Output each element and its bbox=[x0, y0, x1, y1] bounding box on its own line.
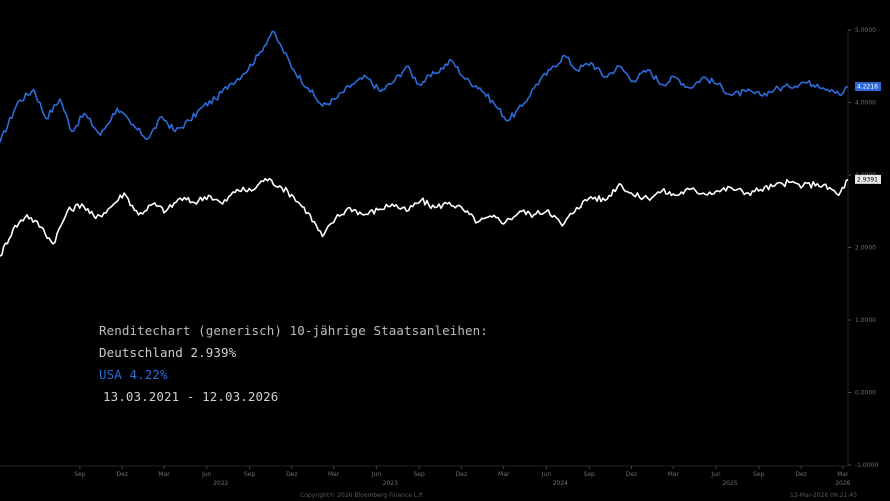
x-tick-label: Sep bbox=[753, 471, 765, 478]
x-tick-label: Dez bbox=[116, 471, 127, 478]
y-tick-label: 1.0000 bbox=[855, 317, 876, 324]
last-value-labels: 4.2216 2.9391 bbox=[855, 82, 881, 184]
x-tick-label: Jun bbox=[201, 471, 212, 478]
x-year-label: 2024 bbox=[553, 480, 568, 487]
x-tick-label: Dez bbox=[626, 471, 637, 478]
last-value-tag-deutschland bbox=[855, 174, 881, 184]
chart-legend: Renditechart (generisch) 10-jährige Staa… bbox=[99, 320, 488, 408]
y-tick-label: 5.0000 bbox=[855, 27, 876, 34]
x-axis: Sep Dez Mar Jun Sep Dez Mar Jun Sep Dez Mar Jun Sep D… bbox=[0, 465, 851, 487]
x-tick-label: Jun bbox=[541, 471, 552, 478]
x-tick-label: Sep bbox=[584, 471, 596, 478]
last-value-label-usa: 4.2216 bbox=[857, 84, 878, 91]
x-tick-label: Jun bbox=[710, 471, 721, 478]
chart-title: Renditechart (generisch) 10-jährige Staa… bbox=[99, 323, 488, 338]
x-tick-label: Mar bbox=[668, 471, 680, 478]
series-layer bbox=[0, 30, 849, 257]
y-tick-label: 2.0000 bbox=[855, 245, 876, 252]
x-year-label: 2023 bbox=[383, 480, 398, 487]
x-tick-label: Mar bbox=[158, 471, 170, 478]
x-year-label: 2026 bbox=[835, 480, 850, 487]
x-year-label: 2025 bbox=[722, 480, 737, 487]
x-tick-label: Jun bbox=[371, 471, 382, 478]
x-year-label: 2022 bbox=[213, 480, 228, 487]
x-tick-label: Mar bbox=[498, 471, 510, 478]
x-tick-label: Mar bbox=[328, 471, 340, 478]
x-tick-label: Mar bbox=[837, 471, 849, 478]
y-tick-label: -1.0000 bbox=[855, 462, 878, 469]
y-tick-label: 0.0000 bbox=[855, 390, 876, 397]
x-tick-label: Sep bbox=[74, 471, 86, 478]
legend-usa: USA 4.22% bbox=[99, 367, 168, 382]
date-range-label: 13.03.2021 - 12.03.2026 bbox=[103, 389, 279, 404]
series-line-usa bbox=[0, 30, 849, 143]
series-line-deutschland bbox=[0, 177, 849, 257]
footer-copyright: Copyright© 2026 Bloomberg Finance L.P. bbox=[300, 492, 424, 499]
legend-deutschland: Deutschland 2.939% bbox=[99, 345, 237, 360]
x-tick-label: Dez bbox=[286, 471, 297, 478]
x-tick-label: Sep bbox=[413, 471, 425, 478]
footer-timestamp: 12-Mar-2026 09:21:45 bbox=[790, 492, 857, 499]
last-value-label-deutschland: 2.9391 bbox=[857, 176, 878, 183]
x-tick-label: Dez bbox=[456, 471, 467, 478]
x-tick-label: Sep bbox=[244, 471, 256, 478]
y-tick-label: 4.0000 bbox=[855, 100, 876, 107]
x-tick-label: Dez bbox=[795, 471, 806, 478]
last-value-tag-usa bbox=[855, 82, 881, 92]
